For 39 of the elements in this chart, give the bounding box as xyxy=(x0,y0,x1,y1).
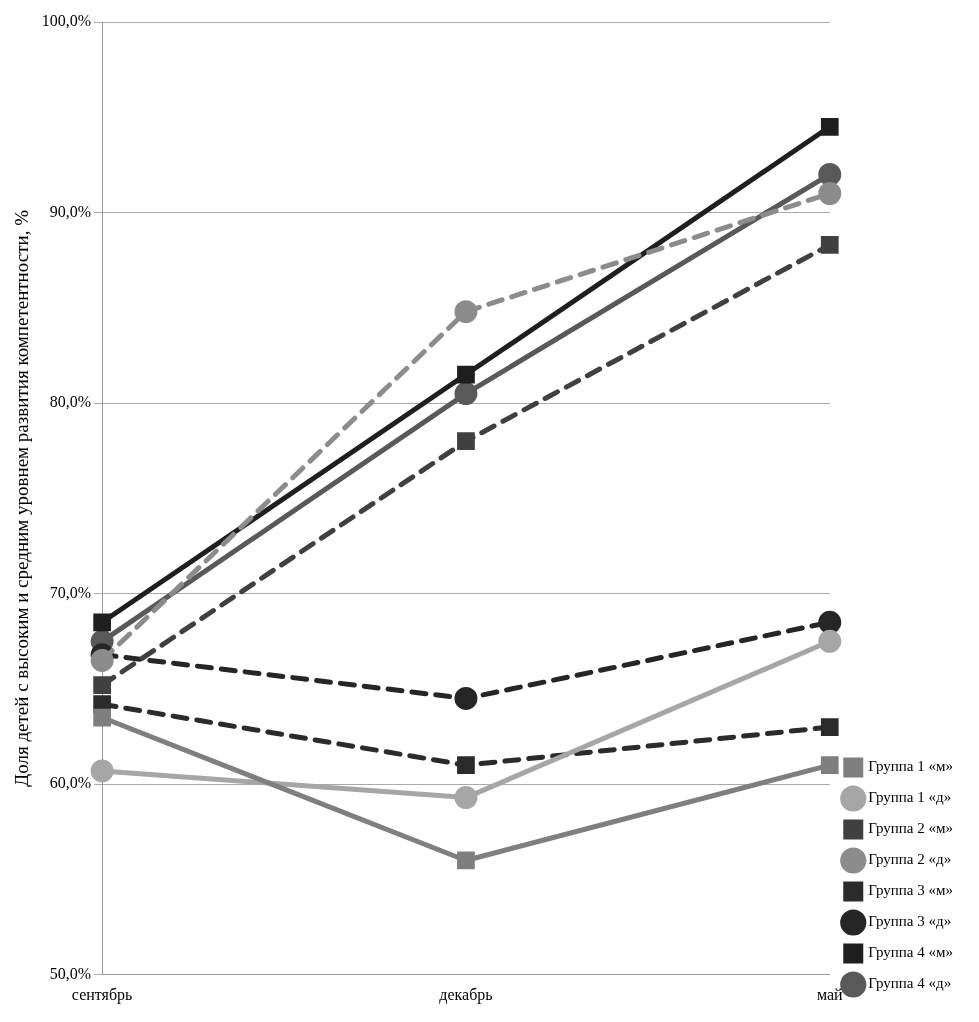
y-axis-title: Доля детей с высоким и средним уровнем развития компетентности, % xyxy=(11,209,33,787)
point xyxy=(454,686,478,710)
legend-label: Группа 1 «м» xyxy=(868,758,953,775)
legend-label: Группа 3 «м» xyxy=(868,882,953,899)
point xyxy=(454,300,478,324)
point xyxy=(820,756,839,775)
legend-label: Группа 2 «д» xyxy=(868,851,952,868)
point xyxy=(818,162,842,186)
point xyxy=(93,613,111,632)
legend-label: Группа 2 «м» xyxy=(868,820,953,837)
point xyxy=(93,676,111,695)
point xyxy=(457,851,475,870)
y-tick-label: 100,0% xyxy=(41,12,92,30)
point xyxy=(93,708,111,727)
point xyxy=(818,182,842,205)
legend-label: Группа 3 «д» xyxy=(868,913,952,930)
point xyxy=(90,759,114,783)
y-tick-label: 60,0% xyxy=(49,774,92,792)
y-tick-label: 50,0% xyxy=(49,965,92,982)
y-tick-label: 80,0% xyxy=(49,393,92,411)
point xyxy=(818,610,842,634)
legend-label: Группа 4 «м» xyxy=(868,944,953,961)
point xyxy=(818,629,842,653)
legend-label: Группа 4 «д» xyxy=(868,975,952,992)
point xyxy=(454,382,478,406)
point xyxy=(457,756,475,775)
point xyxy=(820,718,839,736)
point xyxy=(454,786,478,810)
point xyxy=(457,432,475,451)
x-tick-label: май xyxy=(816,985,844,1003)
x-tick-label: сентябрь xyxy=(71,985,133,1004)
x-tick-label: декабрь xyxy=(439,985,493,1004)
point xyxy=(820,117,839,136)
y-tick-label: 90,0% xyxy=(49,202,92,220)
legend-label: Группа 1 «д» xyxy=(868,789,952,806)
point xyxy=(457,365,475,384)
point xyxy=(90,648,114,672)
point xyxy=(820,236,839,254)
y-tick-label: 70,0% xyxy=(49,583,92,601)
